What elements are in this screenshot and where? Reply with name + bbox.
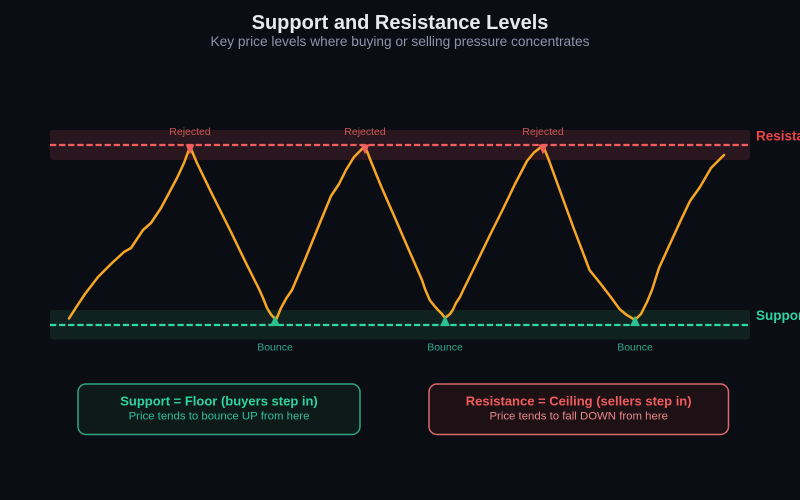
svg-text:Key price levels where buying: Key price levels where buying or selling…	[211, 34, 590, 49]
svg-text:Rejected: Rejected	[522, 126, 564, 138]
svg-text:Price tends to bounce UP from: Price tends to bounce UP from here	[129, 411, 310, 423]
svg-text:Price tends to fall DOWN from: Price tends to fall DOWN from here	[489, 411, 668, 423]
svg-text:Bounce: Bounce	[427, 342, 463, 354]
svg-text:Support and Resistance Levels: Support and Resistance Levels	[252, 12, 549, 34]
svg-text:Resistance: Resistance	[756, 129, 800, 144]
svg-text:Bounce: Bounce	[257, 342, 293, 354]
svg-text:Support: Support	[756, 308, 800, 323]
svg-text:Support = Floor (buyers step i: Support = Floor (buyers step in)	[120, 394, 318, 409]
svg-text:Rejected: Rejected	[344, 126, 386, 138]
svg-text:Bounce: Bounce	[617, 342, 653, 354]
svg-text:Resistance = Ceiling (sellers: Resistance = Ceiling (sellers step in)	[466, 394, 692, 409]
svg-text:Rejected: Rejected	[169, 126, 211, 138]
